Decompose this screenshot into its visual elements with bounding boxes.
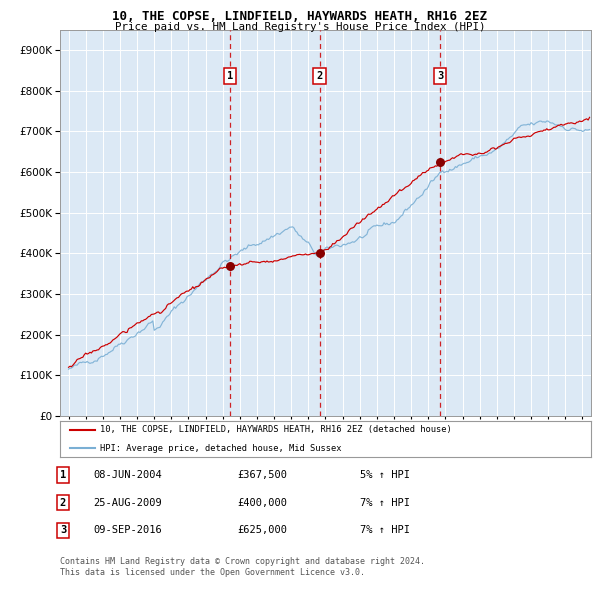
- Text: 3: 3: [437, 71, 443, 81]
- Text: £625,000: £625,000: [237, 526, 287, 535]
- Text: 25-AUG-2009: 25-AUG-2009: [93, 498, 162, 507]
- Text: 3: 3: [60, 526, 66, 535]
- Text: Price paid vs. HM Land Registry's House Price Index (HPI): Price paid vs. HM Land Registry's House …: [115, 22, 485, 32]
- Text: 7% ↑ HPI: 7% ↑ HPI: [360, 526, 410, 535]
- Text: 1: 1: [60, 470, 66, 480]
- Text: 2: 2: [60, 498, 66, 507]
- Text: £400,000: £400,000: [237, 498, 287, 507]
- Text: HPI: Average price, detached house, Mid Sussex: HPI: Average price, detached house, Mid …: [100, 444, 341, 453]
- Text: 7% ↑ HPI: 7% ↑ HPI: [360, 498, 410, 507]
- Text: 10, THE COPSE, LINDFIELD, HAYWARDS HEATH, RH16 2EZ: 10, THE COPSE, LINDFIELD, HAYWARDS HEATH…: [113, 10, 487, 23]
- Text: 5% ↑ HPI: 5% ↑ HPI: [360, 470, 410, 480]
- Text: This data is licensed under the Open Government Licence v3.0.: This data is licensed under the Open Gov…: [60, 568, 365, 577]
- Text: 08-JUN-2004: 08-JUN-2004: [93, 470, 162, 480]
- Text: 09-SEP-2016: 09-SEP-2016: [93, 526, 162, 535]
- Text: 1: 1: [227, 71, 233, 81]
- Text: £367,500: £367,500: [237, 470, 287, 480]
- Text: 10, THE COPSE, LINDFIELD, HAYWARDS HEATH, RH16 2EZ (detached house): 10, THE COPSE, LINDFIELD, HAYWARDS HEATH…: [100, 425, 452, 434]
- Text: 2: 2: [316, 71, 323, 81]
- Text: Contains HM Land Registry data © Crown copyright and database right 2024.: Contains HM Land Registry data © Crown c…: [60, 558, 425, 566]
